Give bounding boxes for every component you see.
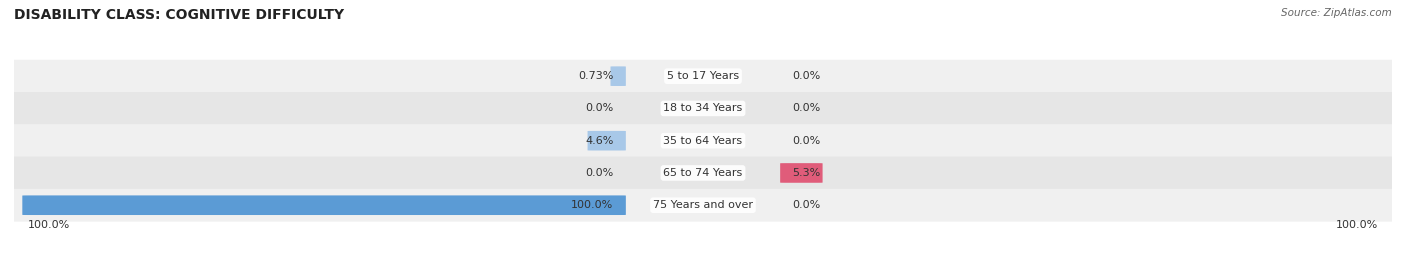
- Text: 100.0%: 100.0%: [1336, 220, 1378, 230]
- FancyBboxPatch shape: [0, 189, 1406, 222]
- Text: Source: ZipAtlas.com: Source: ZipAtlas.com: [1281, 8, 1392, 18]
- Text: 65 to 74 Years: 65 to 74 Years: [664, 168, 742, 178]
- Text: 35 to 64 Years: 35 to 64 Years: [664, 136, 742, 146]
- FancyBboxPatch shape: [610, 66, 626, 86]
- Text: 100.0%: 100.0%: [28, 220, 70, 230]
- Text: 0.0%: 0.0%: [585, 168, 613, 178]
- Text: 75 Years and over: 75 Years and over: [652, 200, 754, 210]
- Text: 5 to 17 Years: 5 to 17 Years: [666, 71, 740, 81]
- Text: 0.0%: 0.0%: [793, 136, 821, 146]
- FancyBboxPatch shape: [588, 131, 626, 151]
- Text: 4.6%: 4.6%: [585, 136, 613, 146]
- FancyBboxPatch shape: [0, 92, 1406, 125]
- FancyBboxPatch shape: [0, 157, 1406, 189]
- FancyBboxPatch shape: [22, 195, 626, 215]
- Text: 0.73%: 0.73%: [578, 71, 613, 81]
- Text: 18 to 34 Years: 18 to 34 Years: [664, 103, 742, 113]
- FancyBboxPatch shape: [0, 60, 1406, 92]
- Text: 0.0%: 0.0%: [793, 200, 821, 210]
- Text: 5.3%: 5.3%: [793, 168, 821, 178]
- Text: 0.0%: 0.0%: [793, 103, 821, 113]
- Text: 0.0%: 0.0%: [793, 71, 821, 81]
- FancyBboxPatch shape: [0, 124, 1406, 157]
- Text: 0.0%: 0.0%: [585, 103, 613, 113]
- Text: DISABILITY CLASS: COGNITIVE DIFFICULTY: DISABILITY CLASS: COGNITIVE DIFFICULTY: [14, 8, 344, 22]
- Text: 100.0%: 100.0%: [571, 200, 613, 210]
- FancyBboxPatch shape: [780, 163, 823, 183]
